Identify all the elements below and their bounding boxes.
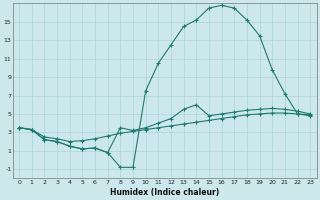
X-axis label: Humidex (Indice chaleur): Humidex (Indice chaleur) bbox=[110, 188, 219, 197]
